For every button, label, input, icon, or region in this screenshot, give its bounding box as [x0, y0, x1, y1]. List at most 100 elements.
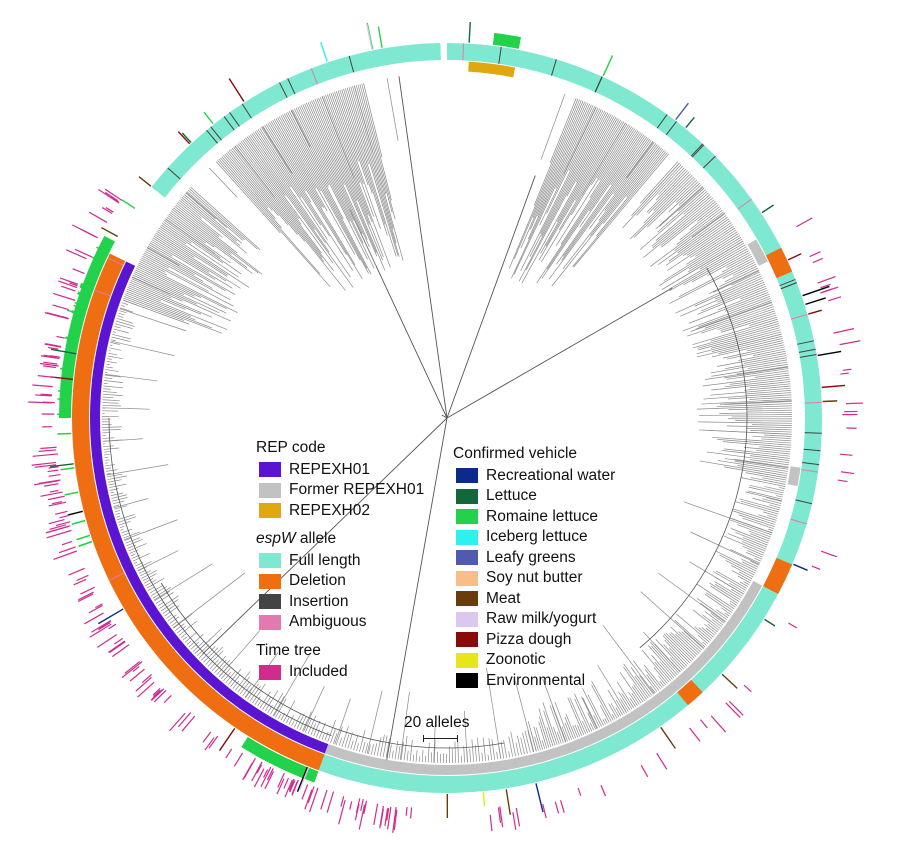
tree-branch	[698, 627, 713, 639]
time-tree-mark	[833, 328, 855, 334]
tree-branch	[254, 696, 261, 705]
tree-branch	[556, 117, 617, 222]
allele-segment-full-length	[151, 43, 441, 198]
time-tree-mark	[817, 276, 836, 284]
time-tree-mark	[48, 473, 61, 477]
time-tree-mark	[326, 791, 335, 813]
tree-branch	[575, 120, 623, 201]
time-tree-mark	[32, 384, 53, 388]
vehicle-mark	[764, 618, 776, 627]
tree-branch	[124, 296, 223, 334]
tree-branch	[138, 262, 238, 313]
tree-branch	[556, 731, 562, 744]
allele-mark-ambiguous	[107, 257, 124, 266]
tree-branch	[699, 242, 745, 270]
tree-branch	[661, 202, 718, 248]
tree-branch	[334, 91, 359, 162]
tree-branch	[540, 122, 626, 263]
tree-branch	[353, 85, 374, 153]
time-tree-mark	[307, 786, 315, 804]
time-tree-mark	[820, 550, 838, 558]
vehicle-mark	[50, 348, 77, 355]
tree-branch	[107, 475, 127, 480]
tree-branch	[307, 715, 317, 734]
tree-branch	[755, 450, 791, 455]
legend-label: Soy nut butter	[486, 569, 583, 586]
tree-branch	[651, 196, 712, 247]
legend-item-included: Included	[256, 662, 424, 683]
tree-branch	[114, 505, 128, 510]
tree-branch	[508, 736, 514, 757]
tree-branch	[675, 181, 699, 203]
tree-branch	[385, 417, 448, 763]
tree-branch	[310, 723, 317, 736]
tree-branch	[116, 515, 120, 518]
time-tree-mark	[73, 578, 87, 586]
time-tree-mark	[61, 540, 73, 546]
tree-branch	[696, 405, 792, 410]
tree-branch	[161, 223, 192, 244]
time-tree-mark	[135, 676, 152, 692]
tree-branch	[171, 621, 178, 627]
tree-branch	[104, 377, 113, 380]
time-tree-mark	[489, 814, 493, 832]
tree-branch	[604, 718, 608, 724]
tree-branch	[540, 117, 618, 254]
tree-branch	[244, 687, 253, 698]
time-tree-mark	[129, 668, 145, 682]
tree-branch	[122, 532, 130, 536]
time-tree-mark	[141, 674, 152, 684]
tree-branch	[589, 128, 636, 199]
tree-branch	[654, 661, 671, 681]
tree-branch	[728, 407, 792, 411]
tree-branch	[510, 731, 516, 757]
time-tree-mark	[28, 401, 52, 404]
tree-branch	[676, 613, 710, 643]
tree-branch	[120, 529, 124, 531]
tree-branch	[565, 713, 577, 739]
tree-branch	[220, 157, 282, 229]
tree-branch	[157, 229, 229, 276]
tree-branch	[198, 653, 204, 659]
tree-branch	[751, 424, 792, 426]
vehicle-mark	[67, 510, 83, 516]
tree-branch	[334, 698, 351, 745]
vehicle-mark-romaine-lettuce	[80, 282, 95, 290]
tree-branch	[733, 508, 776, 523]
tree-branch	[104, 373, 158, 382]
tree-branch	[745, 491, 782, 502]
allele-segment-deletion	[677, 679, 703, 706]
time-tree-mark	[47, 346, 59, 350]
tree-branch	[352, 86, 394, 230]
tree-branch	[602, 148, 664, 224]
rep-segment-repexh02	[468, 61, 516, 78]
tree-branch	[427, 743, 430, 763]
tree-branch	[269, 122, 356, 266]
time-tree-mark	[204, 737, 215, 751]
tree-branch	[283, 700, 296, 722]
tree-branch	[661, 240, 744, 290]
tree-branch	[535, 727, 543, 750]
tree-branch	[572, 725, 579, 738]
tree-branch	[722, 261, 755, 279]
tree-branch	[128, 283, 202, 315]
tree-branch	[541, 740, 546, 749]
tree-branch	[731, 570, 752, 582]
tree-branch	[731, 271, 760, 286]
tree-branch	[633, 684, 646, 701]
tree-branch	[749, 396, 792, 400]
time-tree-mark	[78, 591, 94, 601]
tree-branch	[109, 483, 127, 489]
tree-branch	[318, 97, 370, 225]
vehicle-mark-romaine-lettuce	[57, 432, 72, 435]
vehicle-segment-romaine-lettuce	[59, 235, 116, 418]
tree-branch	[658, 572, 726, 623]
tree-branch	[353, 735, 358, 751]
time-tree-mark	[809, 251, 821, 258]
tree-branch	[726, 254, 751, 268]
tree-branch	[766, 497, 782, 502]
tree-branch	[186, 191, 244, 241]
tree-branch	[508, 99, 580, 269]
tree-branch	[511, 104, 592, 279]
tree-branch	[132, 553, 150, 562]
